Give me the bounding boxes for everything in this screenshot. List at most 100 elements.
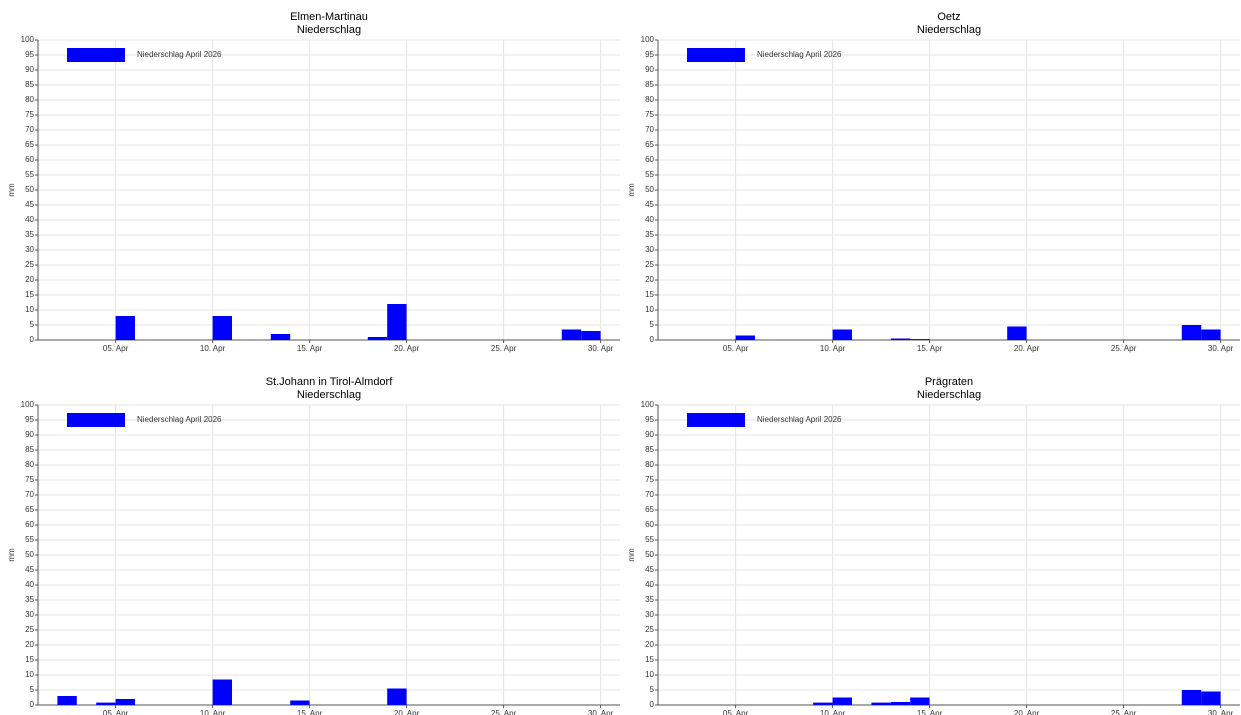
x-tick-label: 20. Apr <box>394 709 420 715</box>
chart-title: Elmen-Martinau <box>290 11 368 23</box>
x-tick-label: 15. Apr <box>297 344 323 353</box>
x-tick-label: 30. Apr <box>1208 344 1234 353</box>
y-tick-label: 95 <box>645 415 654 424</box>
bar <box>581 331 601 340</box>
bar <box>212 316 232 340</box>
legend-label: Niederschlag April 2026 <box>757 50 842 59</box>
bar <box>115 699 135 705</box>
y-tick-label: 85 <box>25 80 34 89</box>
y-tick-label: 95 <box>25 50 34 59</box>
bar <box>561 329 582 340</box>
y-tick-label: 50 <box>645 550 654 559</box>
legend-label: Niederschlag April 2026 <box>137 415 222 424</box>
y-tick-label: 30 <box>25 245 34 254</box>
y-tick-label: 65 <box>25 505 34 514</box>
y-tick-label: 45 <box>25 200 34 209</box>
y-tick-label: 60 <box>645 155 654 164</box>
bar <box>57 696 77 705</box>
y-tick-label: 15 <box>645 290 654 299</box>
y-tick-label: 5 <box>650 320 655 329</box>
chart-subtitle: Niederschlag <box>297 24 361 36</box>
legend-swatch <box>67 413 125 427</box>
y-tick-label: 45 <box>645 565 654 574</box>
y-tick-label: 40 <box>25 215 34 224</box>
legend-swatch <box>687 48 745 62</box>
y-tick-label: 50 <box>25 550 34 559</box>
bar <box>813 702 833 705</box>
bar <box>212 679 232 705</box>
x-tick-label: 05. Apr <box>103 344 129 353</box>
bar <box>1181 325 1202 340</box>
x-tick-label: 05. Apr <box>723 709 749 715</box>
y-tick-label: 20 <box>25 275 34 284</box>
y-tick-label: 85 <box>25 445 34 454</box>
y-tick-label: 0 <box>30 335 35 344</box>
bar <box>890 702 911 705</box>
y-tick-label: 75 <box>645 475 654 484</box>
bar <box>890 338 911 340</box>
y-tick-label: 35 <box>25 230 34 239</box>
bar <box>871 702 891 705</box>
y-tick-label: 80 <box>25 460 34 469</box>
chart-subtitle: Niederschlag <box>917 24 981 36</box>
y-tick-label: 85 <box>645 80 654 89</box>
y-tick-label: 75 <box>645 110 654 119</box>
y-tick-label: 45 <box>25 565 34 574</box>
y-tick-label: 60 <box>645 520 654 529</box>
y-tick-label: 90 <box>645 65 654 74</box>
chart-title: Prägraten <box>925 376 973 388</box>
y-tick-label: 70 <box>645 125 654 134</box>
y-tick-label: 55 <box>645 170 654 179</box>
y-tick-label: 20 <box>645 640 654 649</box>
bar <box>832 697 852 705</box>
y-tick-label: 40 <box>645 580 654 589</box>
y-tick-label: 95 <box>645 50 654 59</box>
y-tick-label: 60 <box>25 155 34 164</box>
x-tick-label: 30. Apr <box>1208 709 1234 715</box>
x-tick-label: 10. Apr <box>200 344 226 353</box>
chart-title: St.Johann in Tirol-Almdorf <box>266 376 393 388</box>
x-tick-label: 25. Apr <box>491 709 517 715</box>
y-tick-label: 40 <box>25 580 34 589</box>
y-tick-label: 0 <box>30 700 35 709</box>
bar <box>387 304 407 340</box>
y-tick-label: 25 <box>645 625 654 634</box>
y-tick-label: 15 <box>25 290 34 299</box>
y-tick-label: 65 <box>645 505 654 514</box>
y-tick-label: 100 <box>641 35 655 44</box>
x-tick-label: 15. Apr <box>917 344 943 353</box>
bar <box>1201 691 1221 705</box>
x-tick-label: 30. Apr <box>588 709 614 715</box>
bar <box>735 335 755 340</box>
y-tick-label: 90 <box>25 430 34 439</box>
y-tick-label: 55 <box>25 535 34 544</box>
y-tick-label: 50 <box>25 185 34 194</box>
y-tick-label: 35 <box>645 595 654 604</box>
legend-label: Niederschlag April 2026 <box>137 50 222 59</box>
x-tick-label: 10. Apr <box>820 709 846 715</box>
y-tick-label: 20 <box>645 275 654 284</box>
y-tick-label: 15 <box>645 655 654 664</box>
x-tick-label: 20. Apr <box>1014 344 1040 353</box>
y-tick-label: 30 <box>645 245 654 254</box>
y-tick-label: 50 <box>645 185 654 194</box>
bar <box>115 316 135 340</box>
y-tick-label: 30 <box>645 610 654 619</box>
y-tick-label: 40 <box>645 215 654 224</box>
y-tick-label: 80 <box>25 95 34 104</box>
x-tick-label: 25. Apr <box>491 344 517 353</box>
x-tick-label: 10. Apr <box>820 344 846 353</box>
bar <box>1201 329 1221 340</box>
y-tick-label: 10 <box>645 305 654 314</box>
bar <box>910 697 930 705</box>
y-tick-label: 90 <box>25 65 34 74</box>
y-tick-label: 100 <box>21 400 35 409</box>
bar <box>1007 326 1027 340</box>
y-tick-label: 0 <box>650 700 655 709</box>
x-tick-label: 10. Apr <box>200 709 226 715</box>
bar <box>270 334 291 340</box>
chart-subtitle: Niederschlag <box>917 389 981 401</box>
